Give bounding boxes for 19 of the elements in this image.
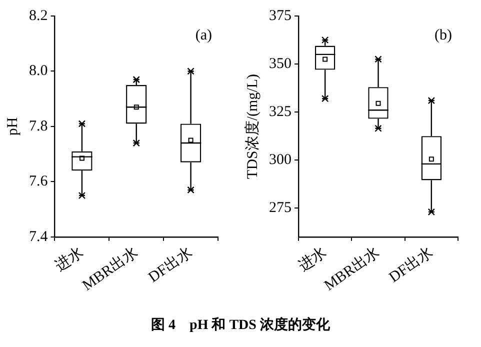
annotation: (b) bbox=[434, 27, 452, 44]
y-tick-label: 375 bbox=[269, 8, 292, 24]
y-tick-label: 325 bbox=[269, 104, 292, 120]
y-axis-title: TDS浓度/(mg/L) bbox=[244, 74, 261, 179]
y-tick-label: 7.8 bbox=[29, 118, 48, 134]
x-tick-label: 进水 bbox=[52, 244, 87, 276]
x-tick-label: DF出水 bbox=[145, 244, 196, 286]
y-tick-label: 7.6 bbox=[29, 174, 48, 190]
x-tick-label: DF出水 bbox=[386, 244, 436, 286]
x-tick-label: 进水 bbox=[295, 244, 330, 276]
y-tick-label: 350 bbox=[269, 56, 292, 72]
y-tick-label: 275 bbox=[269, 200, 292, 216]
y-tick-label: 7.4 bbox=[29, 228, 48, 245]
y-tick-label: 300 bbox=[269, 152, 292, 168]
y-tick-label: 8.2 bbox=[29, 8, 48, 24]
caption: 图 4 pH 和 TDS 浓度的变化 bbox=[150, 316, 331, 334]
y-axis-title: pH bbox=[4, 117, 21, 136]
annotation: (a) bbox=[195, 27, 212, 44]
y-tick-label: 8.0 bbox=[29, 63, 48, 80]
